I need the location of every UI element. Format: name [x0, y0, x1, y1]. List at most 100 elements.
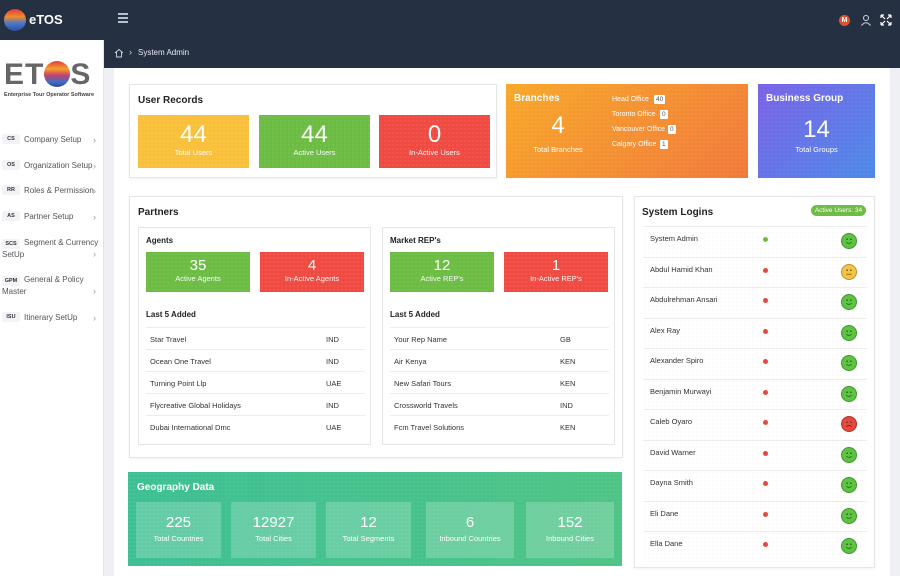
sidebar-item-abbr: GPM	[2, 276, 20, 286]
login-row[interactable]: Dayna Smith	[643, 470, 867, 501]
branches-total: 4	[551, 112, 565, 139]
inbound-cities-stat[interactable]: 152 Inbound Cities	[526, 502, 614, 558]
login-row[interactable]: Benjamin Murwayi	[643, 378, 867, 409]
smiley-happy-icon	[841, 324, 857, 341]
sidebar-item-label: Company Setup	[24, 135, 82, 144]
online-status-dot-icon	[763, 328, 768, 334]
sidebar-item-label: Partner Setup	[24, 212, 74, 221]
table-row[interactable]: Crossworld Travels IND	[390, 393, 609, 415]
reps-last-added-title: Last 5 Added	[390, 310, 440, 319]
login-row[interactable]: Abdul Hamid Khan	[643, 256, 867, 287]
chevron-right-icon: ›	[93, 186, 96, 196]
sidebar-item-abbr: ISU	[2, 312, 20, 322]
sidebar-item-roles-permission[interactable]: RR Roles & Permission ›	[0, 185, 104, 197]
geography-card: Geography Data 225 Total Countries 12927 T…	[128, 472, 622, 566]
active-agents-value: 35	[189, 257, 207, 274]
inactive-agents-value: 4	[307, 257, 317, 274]
sidebar-item-abbr: OS	[2, 160, 20, 170]
home-icon[interactable]	[114, 48, 124, 58]
table-row[interactable]: Turning Point Llp UAE	[146, 371, 365, 393]
branch-office-item: Toronto Office 0	[612, 110, 668, 119]
sidebar-item-label: Itinerary SetUp	[24, 313, 78, 322]
brand-globe-icon	[44, 61, 71, 87]
table-row[interactable]: Ocean One Travel IND	[146, 349, 365, 371]
sidebar-item-label: Roles & Permission	[24, 186, 94, 195]
branch-count-badge: 0	[668, 125, 676, 134]
smiley-happy-icon	[841, 233, 857, 249]
branches-total-label: Total Branches	[533, 145, 583, 154]
login-row[interactable]: Alex Ray	[643, 317, 867, 348]
active-users-badge: Active Users: 34	[811, 205, 866, 216]
total-countries-stat[interactable]: 225 Total Countries	[136, 502, 221, 558]
business-group-card[interactable]: Business Group 14 Total Groups	[758, 84, 875, 178]
sidebar-item-label: Segment & Currency	[24, 238, 99, 247]
table-row[interactable]: Your Rep Name GB	[390, 327, 609, 349]
login-row[interactable]: Ella Dane	[643, 531, 867, 562]
sidebar-item-label-line2: SetUp	[2, 250, 25, 259]
login-user-name: Alexander Spiro	[650, 356, 704, 365]
sidebar-item-label-line2: Master	[2, 287, 27, 296]
active-users-stat[interactable]: 44 Active Users	[259, 115, 370, 168]
hamburger-menu-icon[interactable]	[118, 13, 128, 23]
table-row[interactable]: Fcm Travel Solutions KEN	[390, 415, 609, 437]
branches-card[interactable]: Branches 4 Total Branches Head Office 40 …	[506, 84, 748, 178]
breadcrumb-current: System Admin	[138, 48, 190, 57]
total-users-label: Total Users	[174, 148, 213, 157]
inactive-reps-stat[interactable]: 1 In-Active REP's	[504, 252, 608, 292]
chevron-right-icon: ›	[93, 161, 96, 171]
login-user-name: David Warner	[650, 447, 696, 457]
user-avatar[interactable]: M	[839, 15, 850, 26]
user-profile-icon[interactable]	[860, 14, 872, 26]
system-logins-title: System Logins	[642, 207, 714, 218]
active-users-value: 44	[301, 121, 328, 148]
sidebar-item-abbr: CS	[2, 134, 20, 144]
online-status-dot-icon	[763, 298, 768, 303]
login-user-name: Ella Dane	[650, 539, 683, 548]
online-status-dot-icon	[763, 237, 768, 242]
sidebar-item-general-policy[interactable]: GPM General & Policy Master ›	[0, 274, 104, 298]
login-row[interactable]: System Admin	[643, 226, 867, 257]
login-row[interactable]: Eli Dane	[643, 500, 867, 531]
login-row[interactable]: Alexander Spiro	[643, 348, 867, 379]
sidebar: ET S Enterprise Tour Operator Software CS…	[0, 40, 104, 576]
online-status-dot-icon	[763, 389, 768, 395]
sidebar-item-organization-setup[interactable]: OS Organization Setup ›	[0, 160, 104, 172]
smiley-happy-icon	[841, 446, 857, 463]
fullscreen-icon[interactable]	[880, 14, 892, 26]
online-status-dot-icon	[763, 481, 768, 486]
sidebar-item-label: General & Policy	[24, 275, 84, 284]
login-user-name: Abdul Hamid Khan	[650, 264, 713, 274]
table-row[interactable]: Flycreative Global Holidays IND	[146, 393, 365, 415]
inbound-countries-stat[interactable]: 6 Inbound Countries	[426, 502, 514, 558]
inactive-agents-stat[interactable]: 4 In-Active Agents	[260, 252, 364, 292]
total-segments-stat[interactable]: 12 Total Segments	[326, 502, 411, 558]
sidebar-item-company-setup[interactable]: CS Company Setup ›	[0, 134, 104, 146]
login-user-name: Caleb Oyaro	[650, 417, 693, 426]
chevron-right-icon: ›	[93, 286, 96, 296]
partners-title: Partners	[138, 207, 179, 218]
inactive-users-stat[interactable]: 0 In-Active Users	[379, 115, 490, 168]
table-row[interactable]: Air Kenya KEN	[390, 349, 609, 371]
login-row[interactable]: David Warner	[643, 439, 867, 470]
sidebar-item-partner-setup[interactable]: AS Partner Setup ›	[0, 211, 104, 223]
table-row[interactable]: Dubai International Dmc UAE	[146, 415, 365, 437]
login-user-name: Dayna Smith	[650, 478, 693, 487]
top-bar: eTOS M	[0, 0, 900, 40]
sidebar-item-segment-currency[interactable]: SCS Segment & Currency SetUp ›	[0, 237, 104, 261]
sidebar-item-abbr: RR	[2, 185, 20, 195]
active-reps-stat[interactable]: 12 Active REP's	[390, 252, 494, 292]
login-row[interactable]: Caleb Oyaro	[643, 409, 867, 440]
login-user-name: Abdulrehman Ansari	[650, 295, 718, 304]
total-cities-stat[interactable]: 12927 Total Cities	[231, 502, 316, 558]
table-row[interactable]: Star Travel IND	[146, 327, 365, 349]
login-user-name: System Admin	[650, 234, 698, 243]
total-users-stat[interactable]: 44 Total Users	[138, 115, 249, 168]
login-row[interactable]: Abdulrehman Ansari	[643, 287, 867, 318]
brand-subtitle: Enterprise Tour Operator Software	[4, 92, 95, 98]
active-agents-stat[interactable]: 35 Active Agents	[146, 252, 250, 292]
online-status-dot-icon	[763, 542, 768, 547]
online-status-dot-icon	[763, 359, 768, 364]
inactive-users-label: In-Active Users	[409, 148, 460, 157]
sidebar-item-itinerary-setup[interactable]: ISU Itinerary SetUp ›	[0, 312, 104, 324]
table-row[interactable]: New Safari Tours KEN	[390, 371, 609, 393]
